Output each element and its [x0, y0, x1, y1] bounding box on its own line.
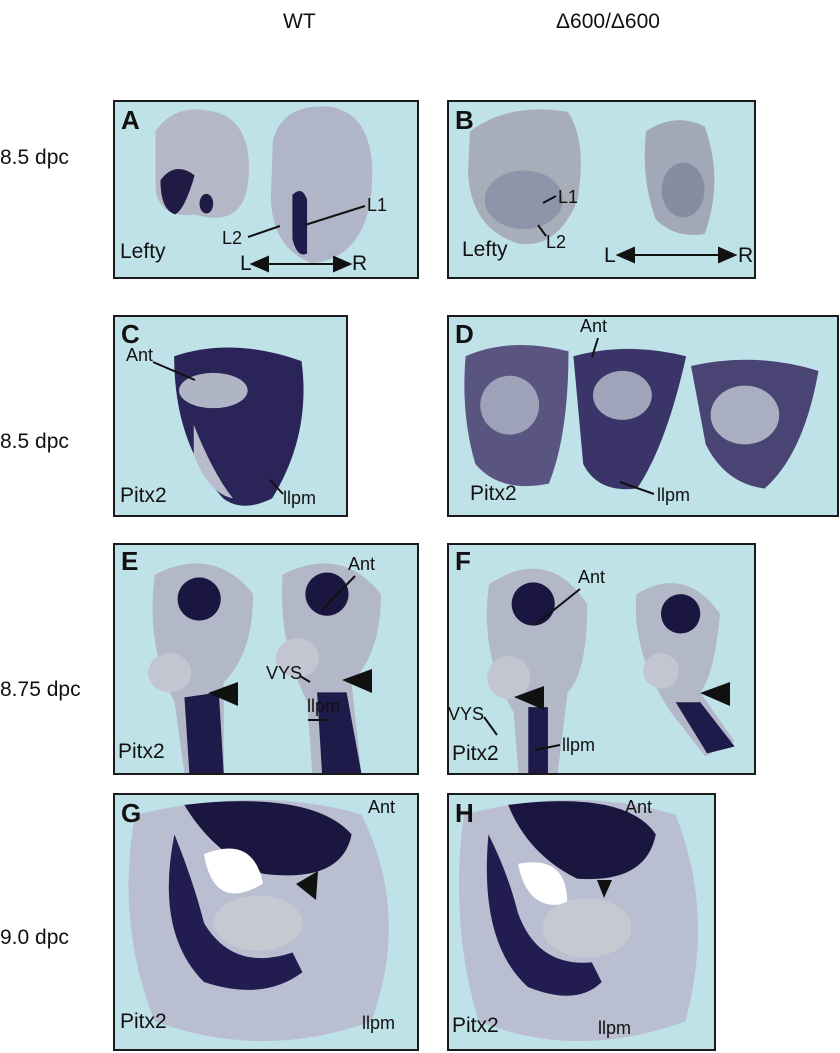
row-label-4: 9.0 dpc: [0, 926, 69, 949]
gene-label-c: Pitx2: [120, 484, 167, 507]
panel-g: [113, 793, 419, 1051]
label-ant-g: Ant: [368, 797, 396, 817]
column-header-mutant: Δ600/Δ600: [556, 10, 660, 33]
label-llpm-c: llpm: [283, 488, 317, 508]
label-ant-c: Ant: [126, 345, 154, 365]
gene-label-d: Pitx2: [470, 482, 517, 505]
label-right-a: R: [352, 252, 368, 275]
gene-label-f: Pitx2: [452, 742, 499, 765]
gene-label-b: Lefty: [462, 238, 508, 261]
label-vys-e: VYS: [266, 663, 303, 683]
panel-b: [447, 100, 756, 279]
panel-letter-b: B: [455, 105, 474, 135]
panel-a: [113, 100, 419, 279]
label-left-a: L: [240, 252, 252, 275]
panel-letter-g: G: [121, 798, 142, 828]
label-ant-h: Ant: [625, 797, 653, 817]
label-llpm-g: llpm: [362, 1013, 396, 1033]
label-llpm-d: llpm: [657, 485, 691, 505]
panel-e: [113, 543, 419, 775]
gene-label-h: Pitx2: [452, 1014, 499, 1037]
label-l1-a: L1: [367, 195, 388, 215]
label-llpm-e: llpm: [307, 696, 341, 716]
label-ant-d: Ant: [580, 316, 608, 336]
embryo-image-g: [128, 799, 389, 1042]
panel-c: [113, 315, 348, 517]
gene-label-g: Pitx2: [120, 1010, 167, 1033]
embryo-image-f: [486, 568, 735, 773]
column-header-wt: WT: [283, 10, 316, 33]
embryo-image-d: [464, 345, 819, 490]
panel-letter-c: C: [121, 319, 140, 349]
panel-letter-e: E: [121, 546, 139, 576]
panel-letter-a: A: [121, 105, 140, 135]
panel-letter-f: F: [455, 546, 471, 576]
label-l1-b: L1: [558, 187, 579, 207]
row-label-1: 8.5 dpc: [0, 146, 69, 169]
label-llpm-f: llpm: [562, 735, 596, 755]
label-ant-e: Ant: [348, 554, 376, 574]
embryo-image-b: [468, 109, 715, 245]
embryo-image-c: [174, 347, 304, 506]
gene-label-a: Lefty: [120, 240, 166, 263]
label-right-b: R: [738, 244, 754, 267]
embryo-image-h: [458, 799, 699, 1042]
embryo-image-e: [148, 563, 381, 773]
panel-f: [447, 543, 756, 775]
label-l2-a: L2: [222, 228, 243, 248]
label-llpm-h: llpm: [598, 1018, 632, 1038]
gene-label-e: Pitx2: [118, 740, 165, 763]
row-label-3: 8.75 dpc: [0, 678, 81, 701]
panel-h: [447, 793, 716, 1051]
label-left-b: L: [604, 244, 616, 267]
label-vys-f: VYS: [448, 704, 485, 724]
label-l2-b: L2: [546, 232, 567, 252]
label-ant-f: Ant: [578, 567, 606, 587]
panel-letter-h: H: [455, 798, 474, 828]
panel-letter-d: D: [455, 319, 474, 349]
row-label-2: 8.5 dpc: [0, 430, 69, 453]
